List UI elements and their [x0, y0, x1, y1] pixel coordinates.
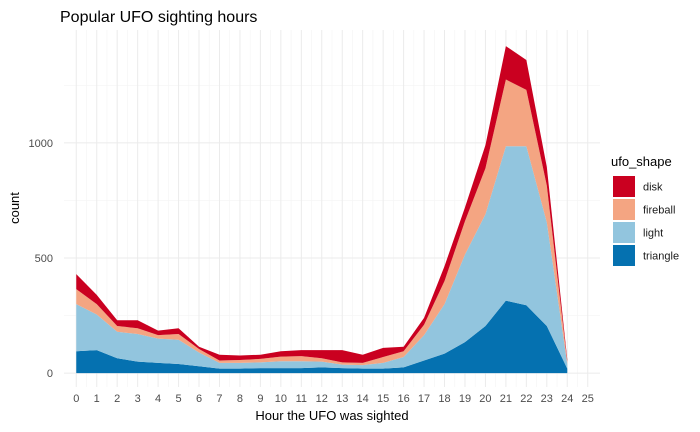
- x-axis-title: Hour the UFO was sighted: [255, 408, 408, 423]
- x-tick-labels: 0 1 2 3 4 5 6 7 8 9 10 11 12 13 14 15 16 17 18 19 20 21 22 23 24…: [73, 393, 594, 405]
- y-tick-labels: 0 500 1000: [29, 138, 53, 380]
- x-tick-label: 5: [176, 393, 182, 405]
- x-tick-label: 6: [196, 393, 202, 405]
- x-tick-label: 7: [216, 393, 222, 405]
- legend-swatch-disk: [613, 176, 635, 197]
- x-tick-label: 9: [257, 393, 263, 405]
- legend-swatch-light: [613, 222, 635, 243]
- x-tick-label: 3: [135, 393, 141, 405]
- legend-items: disk fireball light triangle: [613, 176, 679, 266]
- x-tick-label: 8: [237, 393, 243, 405]
- y-tick-label: 1000: [29, 138, 53, 150]
- area-series-light: [76, 146, 568, 369]
- legend-title: ufo_shape: [611, 154, 672, 169]
- x-tick-label: 0: [73, 393, 79, 405]
- x-tick-label: 24: [561, 393, 573, 405]
- x-tick-label: 2: [114, 393, 120, 405]
- area-series-triangle: [76, 300, 568, 374]
- x-tick-label: 14: [357, 393, 369, 405]
- x-tick-label: 11: [296, 393, 307, 405]
- legend-label-light: light: [643, 228, 663, 240]
- y-tick-label: 500: [35, 253, 53, 265]
- x-tick-label: 10: [275, 393, 287, 405]
- legend-label-fireball: fireball: [643, 205, 675, 217]
- area-series-fireball: [76, 79, 568, 366]
- x-tick-label: 18: [438, 393, 450, 405]
- legend-label-disk: disk: [643, 182, 663, 194]
- chart-title: Popular UFO sighting hours: [60, 9, 257, 26]
- x-tick-label: 15: [377, 393, 389, 405]
- x-tick-label: 16: [397, 393, 409, 405]
- x-tick-label: 20: [479, 393, 491, 405]
- x-tick-label: 25: [582, 393, 594, 405]
- legend: ufo_shape disk fireball light triangle: [611, 154, 679, 266]
- x-tick-label: 17: [418, 393, 430, 405]
- x-tick-label: 23: [541, 393, 553, 405]
- legend-swatch-fireball: [613, 199, 635, 220]
- area-layer: [76, 46, 568, 374]
- x-tick-label: 22: [520, 393, 532, 405]
- x-tick-label: 19: [459, 393, 471, 405]
- legend-swatch-triangle: [613, 245, 635, 266]
- x-tick-label: 21: [500, 393, 512, 405]
- y-axis-title: count: [7, 192, 22, 224]
- legend-label-triangle: triangle: [643, 251, 679, 263]
- x-tick-label: 13: [336, 393, 348, 405]
- y-tick-label: 0: [47, 368, 53, 380]
- x-tick-label: 1: [94, 393, 100, 405]
- area-series-disk: [76, 46, 568, 363]
- x-tick-label: 12: [316, 393, 328, 405]
- x-tick-label: 4: [155, 393, 161, 405]
